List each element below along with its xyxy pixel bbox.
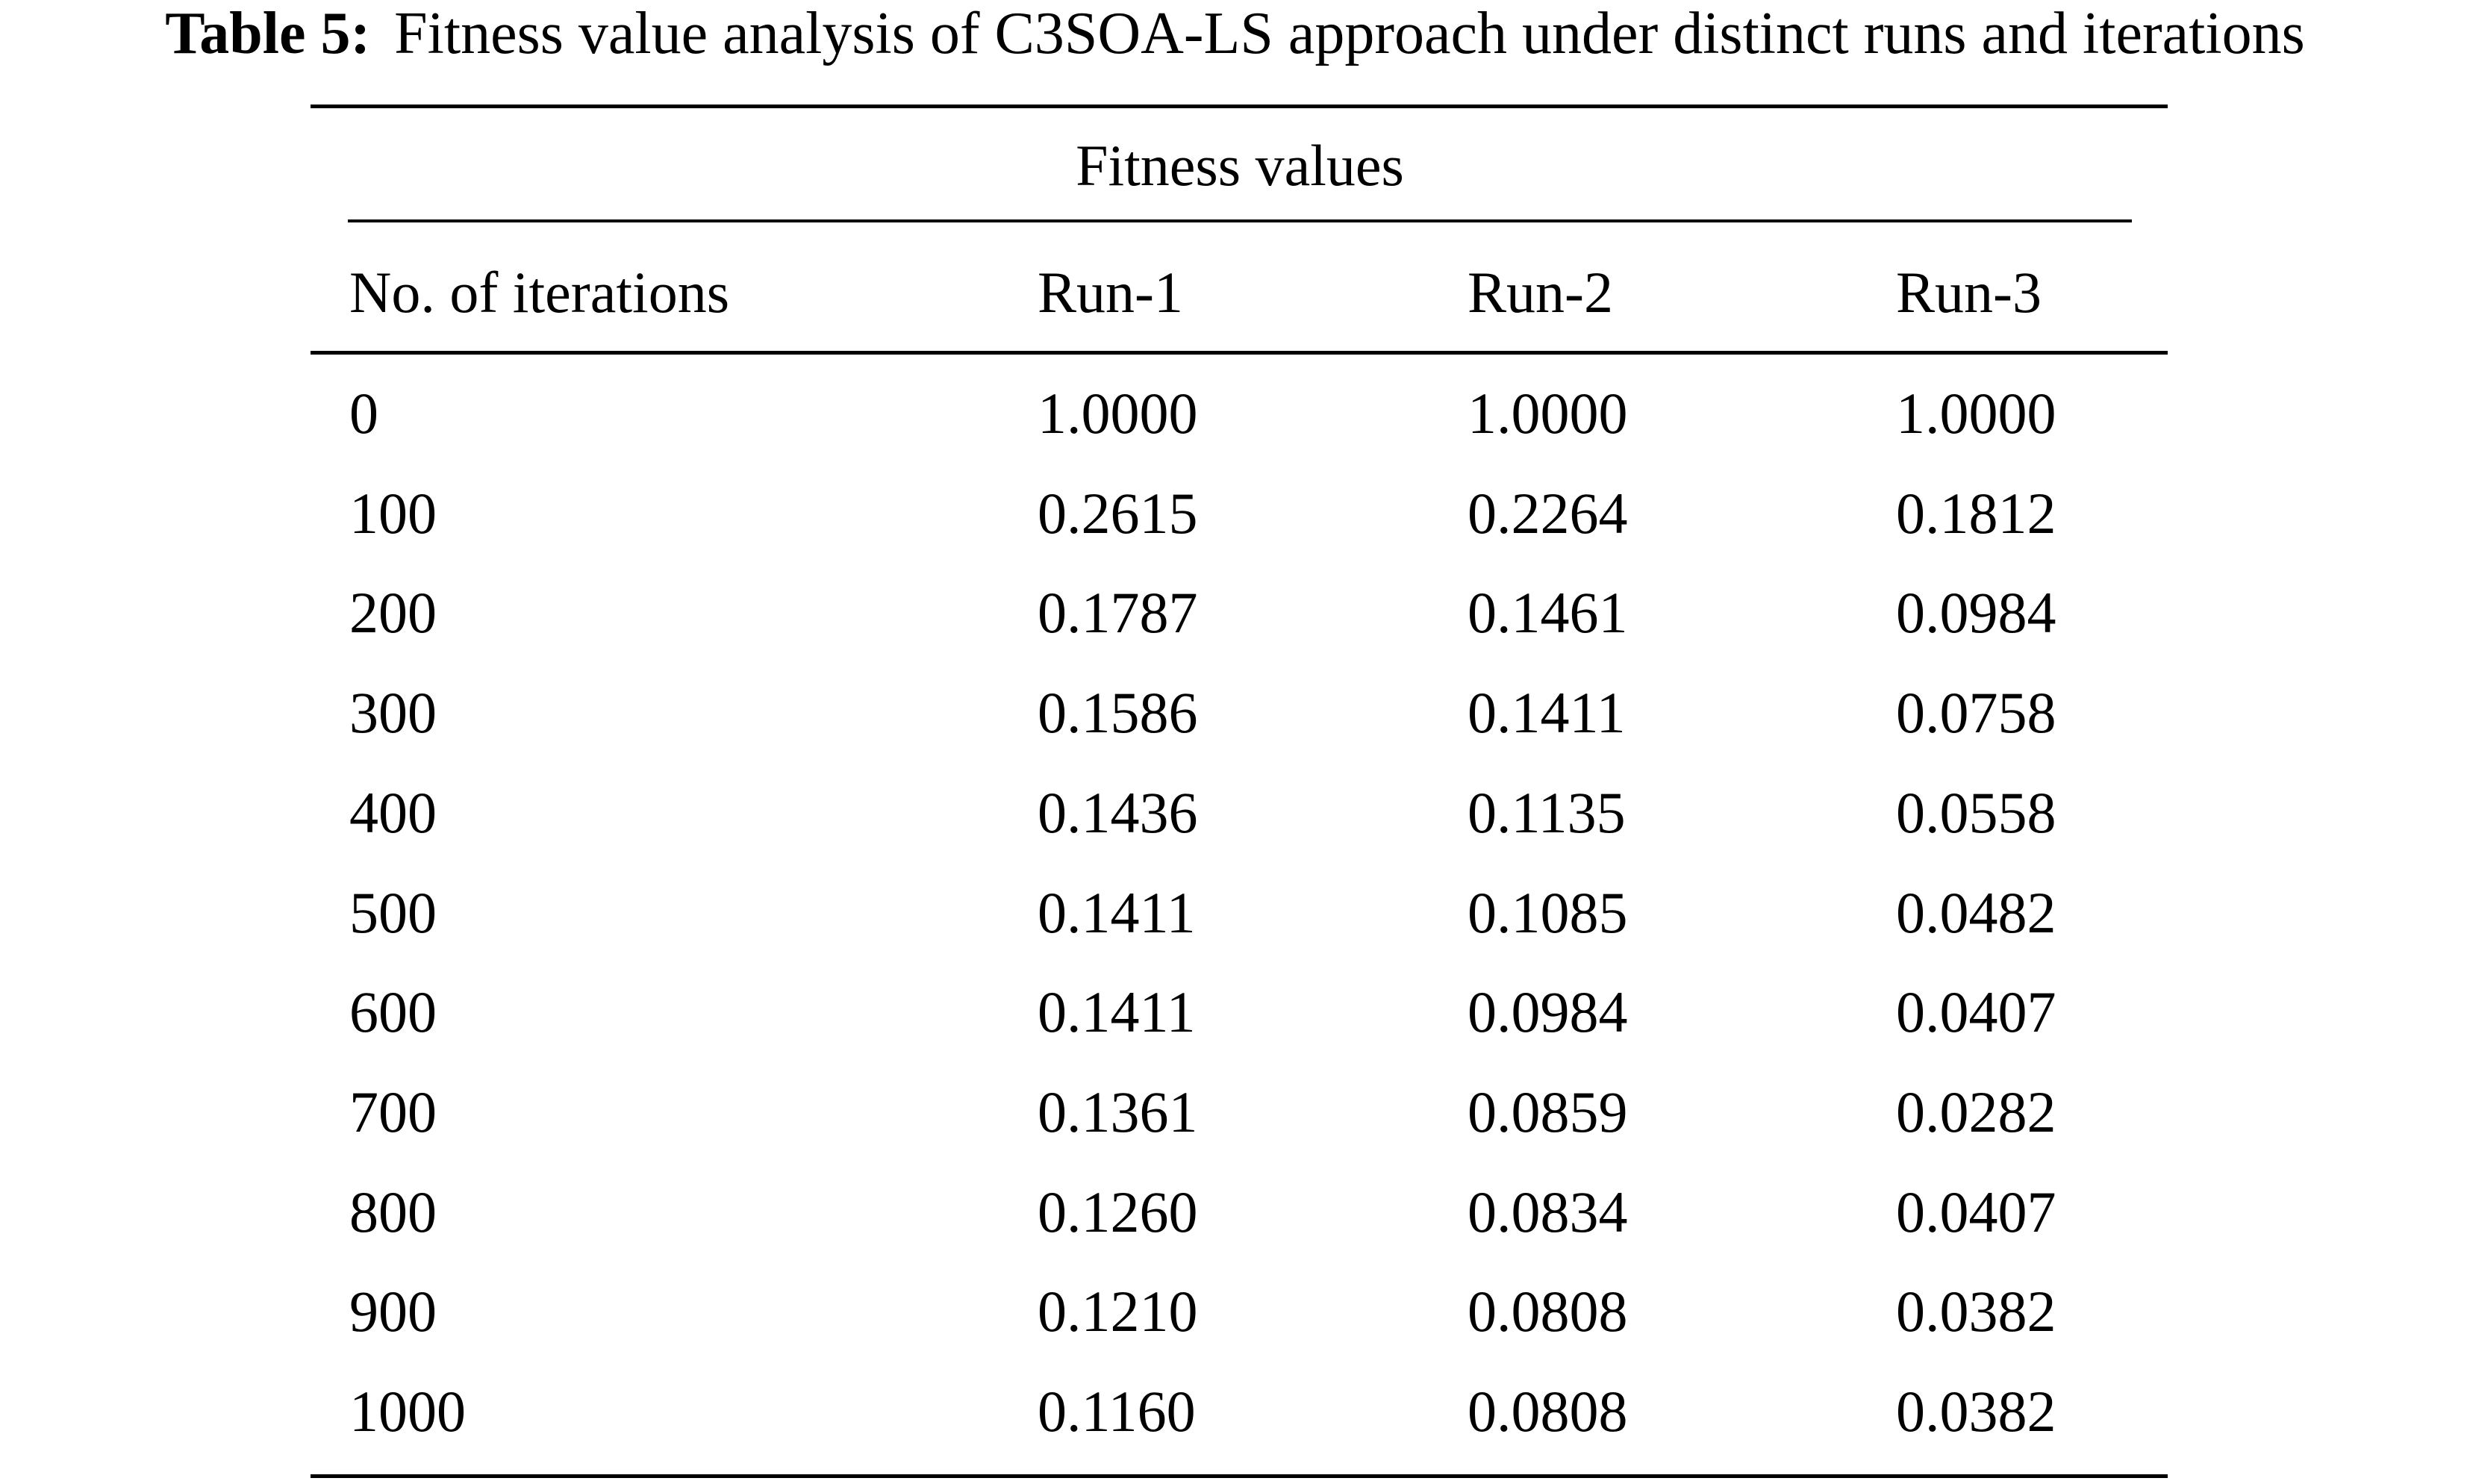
cell-iterations: 900 bbox=[349, 1279, 437, 1344]
caption-label: Table 5: bbox=[165, 0, 371, 66]
cell-run-2: 1.0000 bbox=[1468, 381, 1628, 446]
table-bottom-rule bbox=[311, 1474, 2168, 1478]
cell-iterations: 500 bbox=[349, 879, 437, 945]
cell-run-1: 0.1160 bbox=[1038, 1379, 1196, 1444]
cell-run-2: 0.0834 bbox=[1468, 1179, 1628, 1244]
cell-run-3: 0.0382 bbox=[1896, 1379, 2056, 1444]
cell-run-3: 0.0558 bbox=[1896, 779, 2056, 845]
cell-iterations: 1000 bbox=[349, 1379, 466, 1444]
cell-run-3: 0.0382 bbox=[1896, 1279, 2056, 1344]
cell-run-2: 0.1461 bbox=[1468, 580, 1628, 646]
cell-iterations: 400 bbox=[349, 779, 437, 845]
cell-run-2: 0.0859 bbox=[1468, 1079, 1628, 1144]
cell-run-3: 0.0984 bbox=[1896, 580, 2056, 646]
caption-text: Fitness value analysis of C3SOA-LS appro… bbox=[394, 0, 2305, 66]
cell-run-1: 0.1361 bbox=[1038, 1079, 1198, 1144]
column-header-run-1: Run-1 bbox=[1038, 260, 1183, 325]
cell-run-1: 0.1411 bbox=[1038, 879, 1196, 945]
cell-iterations: 200 bbox=[349, 580, 437, 646]
header-rule bbox=[311, 351, 2168, 355]
cell-iterations: 600 bbox=[349, 979, 437, 1045]
cell-run-2: 0.0808 bbox=[1468, 1279, 1628, 1344]
table-top-rule bbox=[311, 105, 2168, 108]
cell-run-2: 0.0984 bbox=[1468, 979, 1628, 1045]
cell-run-2: 0.1135 bbox=[1468, 779, 1626, 845]
cell-run-3: 0.1812 bbox=[1896, 480, 2056, 546]
cell-run-1: 0.1586 bbox=[1038, 680, 1198, 746]
cell-run-1: 0.1260 bbox=[1038, 1179, 1198, 1244]
cell-run-3: 0.0407 bbox=[1896, 979, 2056, 1045]
cell-run-1: 0.1411 bbox=[1038, 979, 1196, 1045]
cell-run-3: 0.0407 bbox=[1896, 1179, 2056, 1244]
cell-iterations: 100 bbox=[349, 480, 437, 546]
cell-run-1: 1.0000 bbox=[1038, 381, 1198, 446]
table-caption: Table 5: Fitness value analysis of C3SOA… bbox=[0, 0, 2470, 67]
cell-iterations: 0 bbox=[349, 381, 378, 446]
cell-run-2: 0.0808 bbox=[1468, 1379, 1628, 1444]
column-header-run-3: Run-3 bbox=[1896, 260, 2042, 325]
cell-run-3: 0.0282 bbox=[1896, 1079, 2056, 1144]
cell-run-2: 0.2264 bbox=[1468, 480, 1628, 546]
cell-run-1: 0.2615 bbox=[1038, 480, 1198, 546]
column-header-run-2: Run-2 bbox=[1468, 260, 1613, 325]
cell-run-1: 0.1787 bbox=[1038, 580, 1198, 646]
cell-iterations: 700 bbox=[349, 1079, 437, 1144]
cell-run-3: 0.0482 bbox=[1896, 879, 2056, 945]
cell-iterations: 300 bbox=[349, 680, 437, 746]
cell-run-3: 1.0000 bbox=[1896, 381, 2056, 446]
group-header-rule bbox=[348, 219, 2132, 222]
cell-run-2: 0.1085 bbox=[1468, 879, 1628, 945]
cell-run-3: 0.0758 bbox=[1896, 680, 2056, 746]
column-header-iterations: No. of iterations bbox=[349, 260, 730, 325]
cell-run-1: 0.1210 bbox=[1038, 1279, 1198, 1344]
group-header-fitness-values: Fitness values bbox=[1076, 133, 1404, 198]
cell-iterations: 800 bbox=[349, 1179, 437, 1244]
cell-run-1: 0.1436 bbox=[1038, 779, 1198, 845]
cell-run-2: 0.1411 bbox=[1468, 680, 1626, 746]
